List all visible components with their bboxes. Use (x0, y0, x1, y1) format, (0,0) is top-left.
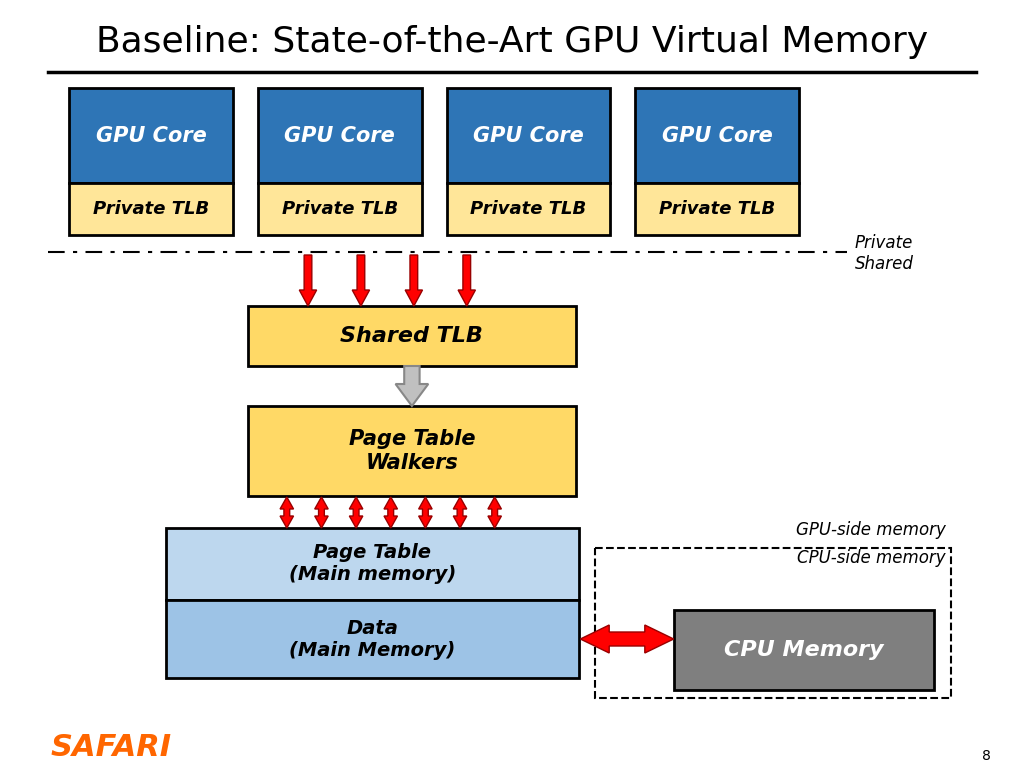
Bar (674, 610, 934, 690)
Polygon shape (384, 497, 397, 528)
Polygon shape (406, 255, 423, 306)
Text: CPU Memory: CPU Memory (724, 640, 884, 660)
Text: Page Table
(Main memory): Page Table (Main memory) (289, 544, 456, 584)
Text: 8: 8 (982, 749, 991, 763)
Text: GPU Core: GPU Core (95, 125, 207, 145)
Text: Private TLB: Private TLB (658, 200, 775, 218)
Bar (258, 88, 422, 183)
Bar (635, 183, 799, 235)
Bar (166, 600, 580, 678)
Bar (70, 88, 232, 183)
Text: Data
(Main Memory): Data (Main Memory) (290, 618, 456, 660)
Polygon shape (314, 497, 328, 528)
Polygon shape (581, 625, 674, 653)
Text: Private TLB: Private TLB (470, 200, 587, 218)
Bar (635, 88, 799, 183)
Text: SAFARI: SAFARI (50, 733, 171, 763)
Polygon shape (349, 497, 362, 528)
Polygon shape (281, 497, 294, 528)
Text: GPU-side memory: GPU-side memory (796, 521, 946, 539)
Bar (446, 88, 610, 183)
Bar (595, 548, 951, 698)
Text: Private TLB: Private TLB (93, 200, 209, 218)
Bar (446, 183, 610, 235)
Bar (70, 183, 232, 235)
Text: Shared TLB: Shared TLB (340, 326, 483, 346)
Text: GPU Core: GPU Core (662, 125, 772, 145)
Bar (248, 406, 575, 496)
Polygon shape (352, 255, 370, 306)
Text: Private TLB: Private TLB (282, 200, 398, 218)
Text: CPU-side memory: CPU-side memory (798, 549, 946, 567)
Text: Private: Private (855, 234, 913, 252)
Polygon shape (299, 255, 316, 306)
Polygon shape (454, 497, 467, 528)
Bar (258, 183, 422, 235)
Bar (166, 528, 580, 600)
Polygon shape (395, 366, 428, 406)
Polygon shape (488, 497, 502, 528)
Text: GPU Core: GPU Core (473, 125, 584, 145)
Text: Shared: Shared (855, 255, 913, 273)
Text: GPU Core: GPU Core (285, 125, 395, 145)
Bar (248, 306, 575, 366)
Polygon shape (458, 255, 475, 306)
Polygon shape (419, 497, 432, 528)
Text: Page Table
Walkers: Page Table Walkers (348, 429, 475, 472)
Text: Baseline: State-of-the-Art GPU Virtual Memory: Baseline: State-of-the-Art GPU Virtual M… (96, 25, 928, 59)
